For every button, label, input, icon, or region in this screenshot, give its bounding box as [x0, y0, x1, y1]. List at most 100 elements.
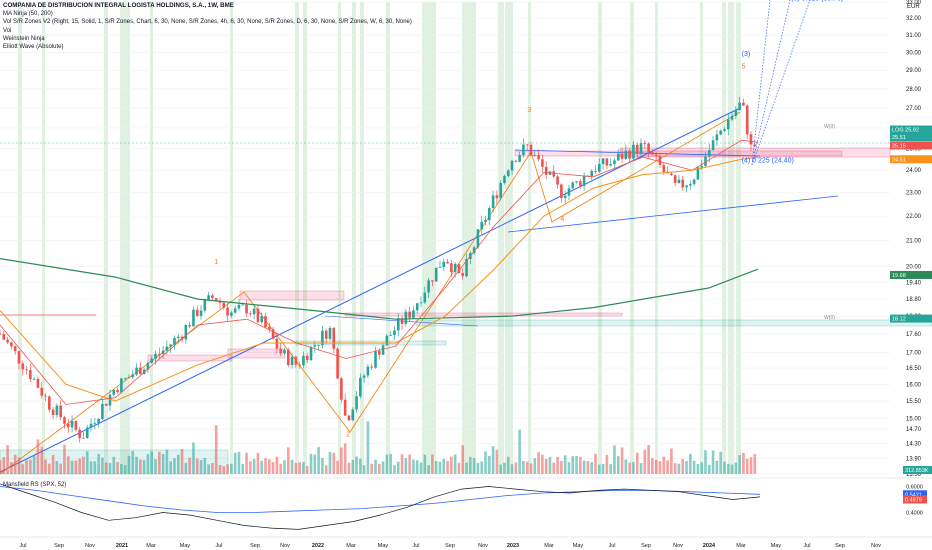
candle-body: [192, 309, 195, 327]
volume-bar: [632, 461, 635, 474]
time-axis-tick: Jul: [803, 543, 810, 549]
currency-label: EUR: [907, 4, 920, 10]
wave-label: W(0): [824, 315, 835, 321]
volume-bar: [290, 459, 294, 474]
candle: [707, 143, 711, 163]
candle-body: [279, 348, 282, 354]
volume-bar: [158, 451, 161, 474]
candle: [13, 345, 17, 355]
candle-body: [677, 179, 681, 183]
candle: [715, 130, 719, 147]
candle-body: [139, 367, 142, 375]
volume-bar: [218, 465, 222, 474]
volume-bar: [70, 460, 74, 474]
volume-bar: [427, 465, 430, 474]
candle-body: [651, 152, 654, 155]
time-axis-tick: Nov: [85, 543, 95, 549]
candle-body: [522, 144, 525, 156]
candle-body: [85, 427, 89, 439]
volume-bar: [377, 463, 381, 474]
candle-body: [503, 175, 506, 184]
volume-bar: [639, 463, 643, 474]
indicator-vol[interactable]: Vol: [3, 27, 12, 34]
time-axis-tick: Jul: [412, 543, 419, 549]
volume-bar: [745, 458, 749, 474]
volume-bar: [294, 462, 298, 474]
time-axis-tick: Nov: [280, 543, 290, 549]
indicator-weinstein[interactable]: Weinstein Ninja: [3, 35, 45, 42]
time-axis-tick: Jul: [215, 543, 222, 549]
price-axis-tick: 32.00: [906, 16, 922, 22]
candle: [347, 414, 351, 422]
candle: [123, 377, 127, 382]
candle-body: [123, 377, 127, 379]
candle: [472, 245, 476, 256]
time-axis-tick: Jul: [608, 543, 615, 549]
candle: [487, 206, 491, 226]
candle-body: [518, 155, 521, 162]
candle: [222, 301, 226, 310]
shade-band: [422, 2, 436, 474]
candle-body: [628, 150, 631, 159]
volume-bar: [222, 466, 226, 474]
candle-body: [681, 179, 685, 188]
shade-band: [655, 2, 658, 474]
candle-body: [207, 295, 210, 300]
candle-body: [89, 423, 93, 428]
volume-bar: [286, 447, 290, 474]
candle: [442, 258, 446, 271]
candle-body: [249, 313, 252, 315]
volume-bar: [533, 458, 537, 474]
candle-body: [582, 175, 586, 186]
indicator-ma-ninja[interactable]: MA Ninja (50, 200): [3, 11, 53, 18]
volume-bar: [548, 456, 552, 474]
candle: [643, 139, 647, 149]
candle: [450, 259, 453, 277]
candle-body: [673, 175, 677, 183]
candle-body: [104, 403, 108, 406]
price-label-box: [890, 155, 932, 164]
volume-bar: [628, 462, 631, 474]
volume-bar: [446, 461, 449, 474]
candle: [112, 389, 116, 397]
volume-bar: [423, 454, 427, 474]
candle: [491, 190, 495, 213]
candle-body: [340, 378, 343, 400]
price-label-box: [890, 133, 932, 142]
volume-bar: [689, 453, 692, 474]
volume-bar: [146, 454, 150, 474]
candle-body: [271, 329, 275, 339]
wave-label: 2: [346, 431, 350, 438]
volume-bar: [25, 460, 28, 474]
volume-bar: [13, 454, 17, 474]
volume-bar: [275, 456, 279, 474]
candle-body: [461, 273, 465, 277]
candle-body: [685, 185, 688, 188]
volume-bar: [453, 454, 457, 474]
volume-bar: [469, 456, 472, 474]
sr-zone: [415, 319, 932, 327]
shade-band: [295, 2, 299, 474]
mansfield-axis-tick: 0.6000: [906, 485, 923, 491]
candle-body: [506, 170, 510, 176]
indicator-vol-sr-zones[interactable]: Vol S/R Zones V2 (Right, 15, Solid, 1, S…: [3, 19, 412, 26]
candle: [389, 331, 392, 336]
candle: [340, 376, 343, 403]
indicator-elliott-wave[interactable]: Elliott Wave (Absolute): [3, 44, 64, 51]
candle-body: [624, 150, 628, 159]
candle: [563, 190, 567, 204]
price-label-box: [890, 270, 932, 279]
candle-body: [351, 409, 355, 421]
volume-bar: [260, 460, 264, 474]
candle: [21, 360, 25, 376]
volume-bar: [192, 442, 195, 474]
candle-body: [290, 356, 294, 366]
candle-body: [552, 171, 556, 177]
price-axis-tick: 31.00: [906, 33, 922, 39]
volume-bar: [544, 458, 548, 474]
price-axis-tick: 25.00: [906, 147, 922, 153]
volume-bar: [279, 463, 282, 474]
volume-bar: [522, 461, 525, 474]
volume-bar: [355, 456, 358, 474]
